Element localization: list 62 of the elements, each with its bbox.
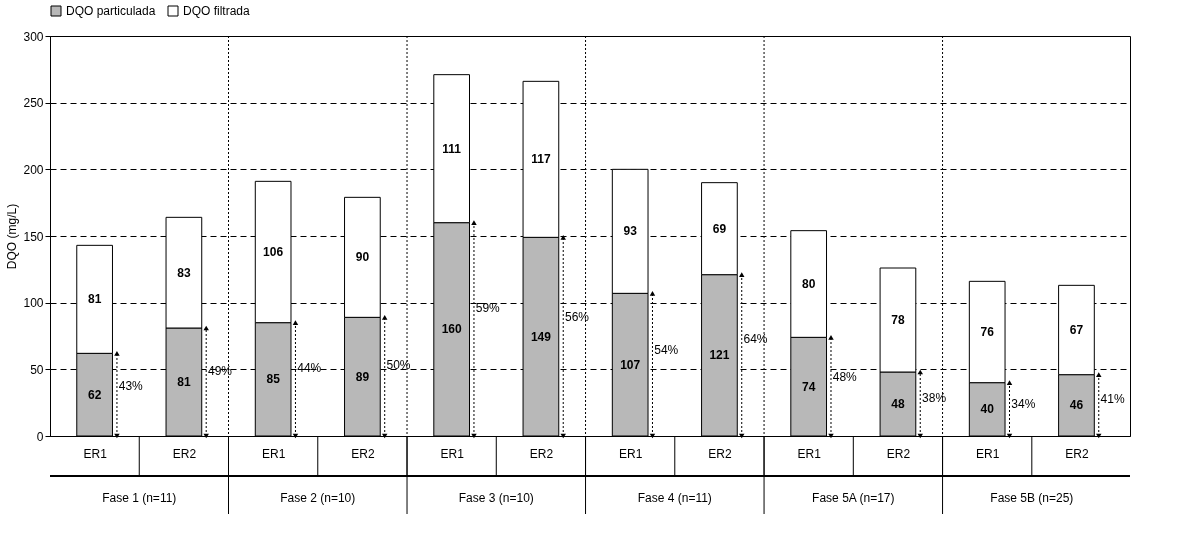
data-label: 111 [442,141,462,156]
data-label: 83 [177,265,191,280]
text: Fase 4 (n=11) [637,491,712,505]
x-tick-label: ER1 [261,446,286,461]
data-label: 89 [355,369,370,384]
y-tick-label: 50 [30,362,44,377]
legend-label: DQO particulada [66,4,156,18]
y-tick-label: 200 [23,162,44,177]
x-tick-label: ER2 [1065,446,1089,461]
annotation: 50% [386,357,411,372]
data-label: 149 [530,329,552,344]
data-label: 121 [709,348,730,363]
data-label: 117 [531,152,551,167]
legend-label: DQO filtrada [183,4,251,18]
data-label: 81 [87,292,102,307]
y-tick-label: 100 [23,296,44,311]
x-tick-label: ER1 [440,446,465,461]
data-label: 48 [891,397,905,411]
annotation: 48% [832,369,858,384]
y-tick-label: 300 [23,29,44,44]
text: Fase 5B (n=25) [990,491,1074,505]
annotation: 34% [1011,397,1036,411]
annotation: 64% [743,332,768,347]
text: Fase 5A (n=17) [812,491,895,505]
data-label: 69 [712,221,727,236]
annotation: 56% [565,309,590,324]
annotation: 54% [654,343,679,358]
y-tick-label: 250 [23,96,44,111]
x-tick-label: ER1 [976,446,1000,461]
y-tick-label: 150 [23,229,44,244]
data-label: 78 [891,313,905,327]
text: Fase 1 (n=11) [102,491,177,505]
x-tick-label: ER2 [351,446,375,461]
data-label: 93 [623,224,638,239]
data-label: 46 [1069,398,1084,413]
annotation: 41% [1100,392,1125,407]
data-label: 62 [87,387,102,402]
data-label: 40 [980,402,995,417]
data-label: 107 [620,357,641,372]
data-label: 74 [802,379,816,394]
text: Fase 3 (n=10) [458,491,534,505]
y-axis-title: DQO (mg/L) [5,203,20,270]
x-tick-label: ER2 [529,446,554,461]
data-label: 160 [441,322,462,337]
y-tick-label: 0 [36,429,44,444]
x-tick-label: ER1 [797,446,822,461]
x-tick-label: ER2 [886,446,911,461]
data-label: 90 [355,250,370,265]
annotation: 59% [475,301,501,315]
data-label: 80 [802,277,816,291]
data-label: 76 [980,325,995,339]
text: Fase 2 (n=10) [280,491,356,505]
data-label: 106 [263,245,284,259]
data-label: 67 [1069,323,1084,337]
x-tick-label: ER2 [172,446,197,461]
x-tick-label: ER2 [708,446,732,461]
annotation: 38% [922,390,947,405]
x-tick-label: ER1 [618,446,643,461]
data-label: 85 [266,372,281,387]
x-tick-label: ER1 [83,446,108,461]
annotation: 43% [118,379,144,394]
data-label: 81 [177,375,191,389]
